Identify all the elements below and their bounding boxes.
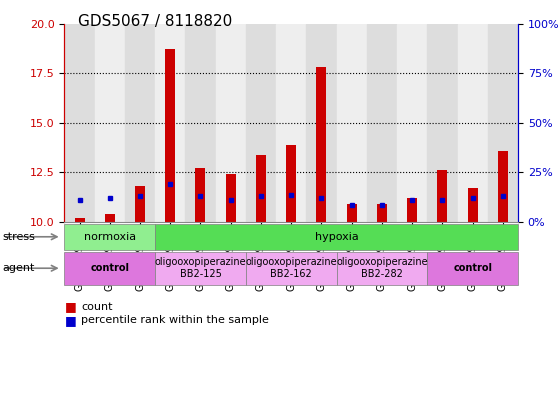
Bar bbox=[64, 224, 155, 250]
Bar bbox=[95, 24, 125, 222]
Bar bbox=[427, 24, 458, 222]
Text: oligooxopiperazine
BB2-162: oligooxopiperazine BB2-162 bbox=[245, 257, 337, 279]
Bar bbox=[437, 171, 447, 222]
Bar bbox=[105, 214, 115, 222]
Bar bbox=[337, 24, 367, 222]
Text: GDS5067 / 8118820: GDS5067 / 8118820 bbox=[78, 14, 232, 29]
Bar bbox=[367, 24, 397, 222]
Bar bbox=[216, 24, 246, 222]
Bar bbox=[498, 151, 508, 222]
Text: control: control bbox=[90, 263, 129, 273]
Bar bbox=[64, 252, 155, 285]
Bar bbox=[397, 24, 427, 222]
Bar bbox=[74, 218, 85, 222]
Bar bbox=[64, 24, 95, 222]
Text: ■: ■ bbox=[64, 300, 76, 313]
Text: normoxia: normoxia bbox=[83, 232, 136, 242]
Text: oligooxopiperazine
BB2-125: oligooxopiperazine BB2-125 bbox=[155, 257, 246, 279]
Bar bbox=[256, 154, 266, 222]
Bar bbox=[347, 204, 357, 222]
Bar bbox=[155, 252, 246, 285]
Bar bbox=[155, 24, 185, 222]
Bar bbox=[286, 145, 296, 222]
Bar bbox=[165, 50, 175, 222]
Bar bbox=[407, 198, 417, 222]
Bar bbox=[276, 24, 306, 222]
Text: oligooxopiperazine
BB2-282: oligooxopiperazine BB2-282 bbox=[336, 257, 428, 279]
Text: hypoxia: hypoxia bbox=[315, 232, 358, 242]
Bar bbox=[306, 24, 337, 222]
Bar bbox=[185, 24, 216, 222]
Bar bbox=[246, 252, 337, 285]
Bar bbox=[316, 67, 326, 222]
Text: control: control bbox=[453, 263, 492, 273]
Bar bbox=[246, 24, 276, 222]
Text: percentile rank within the sample: percentile rank within the sample bbox=[81, 315, 269, 325]
Bar bbox=[337, 252, 427, 285]
Bar bbox=[125, 24, 155, 222]
Bar bbox=[226, 174, 236, 222]
Bar bbox=[377, 204, 387, 222]
Text: ■: ■ bbox=[64, 314, 76, 327]
Text: stress: stress bbox=[3, 232, 36, 242]
Bar bbox=[488, 24, 518, 222]
Bar bbox=[135, 186, 145, 222]
Bar bbox=[195, 169, 206, 222]
Bar bbox=[468, 188, 478, 222]
Bar bbox=[155, 224, 518, 250]
Text: agent: agent bbox=[3, 263, 35, 273]
Bar bbox=[427, 252, 518, 285]
Text: count: count bbox=[81, 301, 113, 312]
Bar bbox=[458, 24, 488, 222]
